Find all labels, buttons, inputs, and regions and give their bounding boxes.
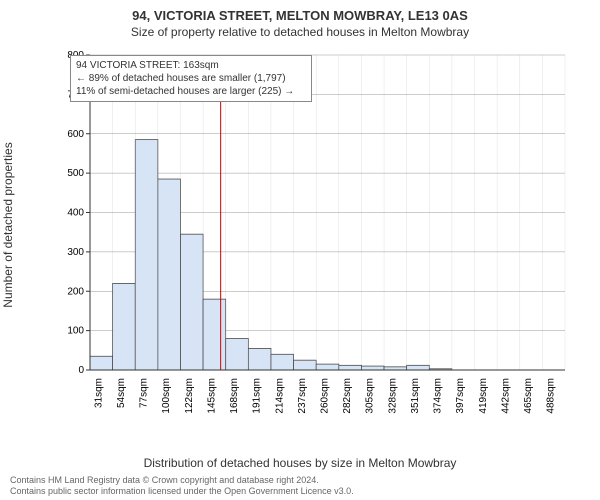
svg-text:300: 300	[67, 247, 84, 258]
svg-text:442sqm: 442sqm	[500, 378, 511, 414]
chart-container: 94, VICTORIA STREET, MELTON MOWBRAY, LE1…	[0, 0, 600, 500]
annotation-line3: 11% of semi-detached houses are larger (…	[76, 85, 306, 98]
svg-text:214sqm: 214sqm	[274, 378, 285, 414]
svg-text:31sqm: 31sqm	[93, 378, 104, 408]
footer-line2: Contains public sector information licen…	[10, 486, 354, 497]
svg-text:400: 400	[67, 208, 84, 219]
x-axis-label: Distribution of detached houses by size …	[0, 456, 600, 470]
page-title: 94, VICTORIA STREET, MELTON MOWBRAY, LE1…	[0, 0, 600, 23]
footer: Contains HM Land Registry data © Crown c…	[10, 475, 354, 497]
page-subtitle: Size of property relative to detached ho…	[0, 23, 600, 39]
svg-text:600: 600	[67, 129, 84, 140]
svg-text:305sqm: 305sqm	[365, 378, 376, 414]
footer-line1: Contains HM Land Registry data © Crown c…	[10, 475, 354, 486]
svg-text:260sqm: 260sqm	[320, 378, 331, 414]
svg-text:168sqm: 168sqm	[229, 378, 240, 414]
svg-text:100: 100	[67, 326, 84, 337]
svg-text:351sqm: 351sqm	[410, 378, 421, 414]
svg-text:200: 200	[67, 286, 84, 297]
svg-text:122sqm: 122sqm	[184, 378, 195, 414]
svg-text:77sqm: 77sqm	[139, 378, 150, 408]
plot-area: 010020030040050060070080031sqm54sqm77sqm…	[60, 50, 570, 400]
annotation-box: 94 VICTORIA STREET: 163sqm ← 89% of deta…	[70, 55, 312, 102]
svg-text:282sqm: 282sqm	[342, 378, 353, 414]
svg-text:328sqm: 328sqm	[387, 378, 398, 414]
svg-text:397sqm: 397sqm	[455, 378, 466, 414]
svg-text:237sqm: 237sqm	[297, 378, 308, 414]
annotation-line1: 94 VICTORIA STREET: 163sqm	[76, 59, 306, 72]
histogram-svg: 010020030040050060070080031sqm54sqm77sqm…	[60, 50, 570, 430]
y-axis-label: Number of detached properties	[1, 142, 15, 307]
svg-text:500: 500	[67, 168, 84, 179]
svg-text:145sqm: 145sqm	[206, 378, 217, 414]
svg-text:465sqm: 465sqm	[523, 378, 534, 414]
svg-text:419sqm: 419sqm	[478, 378, 489, 414]
svg-text:0: 0	[78, 365, 84, 376]
svg-text:374sqm: 374sqm	[433, 378, 444, 414]
svg-text:488sqm: 488sqm	[546, 378, 557, 414]
annotation-line2: ← 89% of detached houses are smaller (1,…	[76, 72, 306, 85]
svg-text:191sqm: 191sqm	[252, 378, 263, 414]
svg-text:100sqm: 100sqm	[161, 378, 172, 414]
svg-text:54sqm: 54sqm	[116, 378, 127, 408]
